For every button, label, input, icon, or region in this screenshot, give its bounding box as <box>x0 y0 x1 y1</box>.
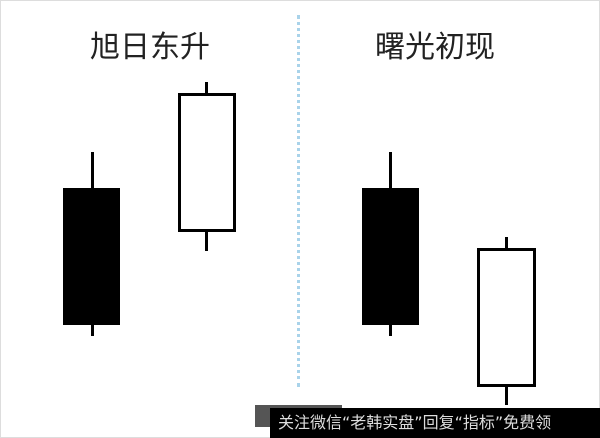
candle-2-body-bullish <box>178 93 236 232</box>
watermark-banner: 关注微信“老韩实盘”回复“指标”免费领 <box>270 408 600 438</box>
candle-3-body-bearish <box>362 188 419 325</box>
title-dawn-light: 曙光初现 <box>375 30 495 65</box>
candle-4-body-bullish <box>477 248 536 387</box>
divider-line <box>297 15 300 387</box>
title-rising-sun: 旭日东升 <box>90 30 210 65</box>
candle-1-body-bearish <box>63 188 120 325</box>
